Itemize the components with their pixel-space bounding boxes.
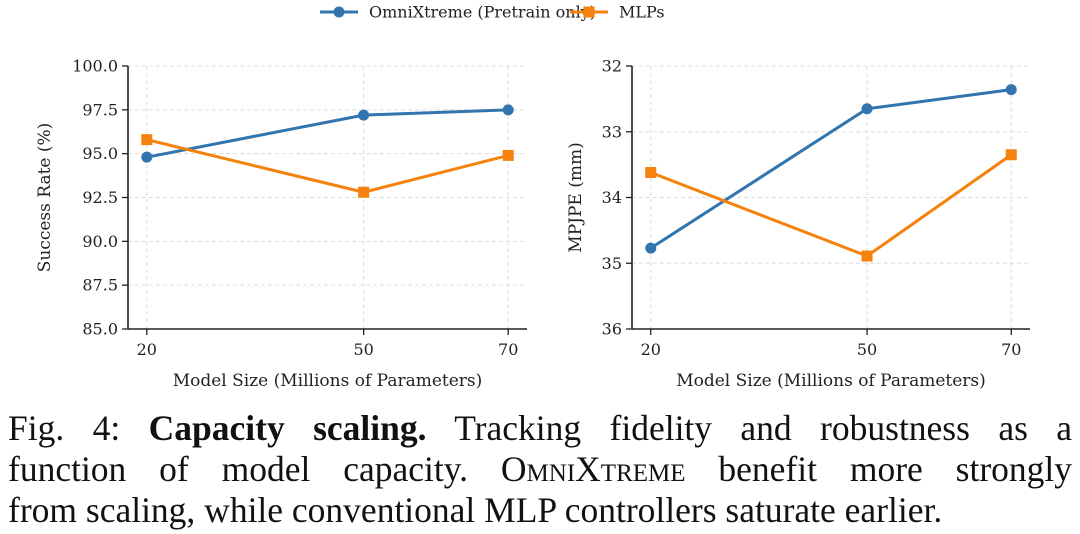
legend-marker-circle bbox=[333, 6, 345, 18]
caption-line-2: function of model capacity. OmniXtreme b… bbox=[8, 449, 1072, 490]
series-line bbox=[650, 153, 1013, 258]
y-axis-label: MPJPE (mm) bbox=[566, 142, 586, 252]
x-tick-label: 20 bbox=[641, 340, 661, 359]
caption-method-name: OmniXtreme bbox=[500, 449, 686, 489]
y-axis-label: Success Rate (%) bbox=[35, 123, 55, 273]
series-line bbox=[146, 108, 509, 159]
y-tick-label: 100.0 bbox=[72, 57, 118, 76]
data-point bbox=[1005, 149, 1017, 161]
data-point bbox=[358, 186, 370, 198]
y-tick-label: 95.0 bbox=[82, 144, 118, 163]
figure: OmniXtreme (Pretrain only) MLPs 85.0 87.5 90… bbox=[35, 3, 1030, 391]
chart-panel-1: 85.0 87.5 90.0 92.5 95.0 97.5 100.0 20 50 70 Model… bbox=[35, 57, 527, 391]
y-tick-label: 35 bbox=[602, 254, 622, 273]
y-tick-label: 87.5 bbox=[82, 276, 118, 295]
legend: OmniXtreme (Pretrain only) MLPs bbox=[320, 3, 665, 22]
caption-line-1: Fig. 4: Capacity scaling. Tracking fidel… bbox=[8, 408, 1072, 449]
y-tick-label: 33 bbox=[602, 122, 622, 141]
data-point bbox=[1005, 84, 1017, 96]
data-point bbox=[141, 134, 153, 146]
data-point bbox=[861, 103, 873, 115]
x-axis-label: Model Size (Millions of Parameters) bbox=[676, 371, 986, 391]
x-tick-label: 50 bbox=[857, 340, 877, 359]
caption-text: benefit more strongly bbox=[718, 449, 1073, 489]
legend-marker-square bbox=[583, 6, 595, 18]
figure-caption: Fig. 4: Capacity scaling. Tracking fidel… bbox=[8, 408, 1072, 531]
y-tick-label: 32 bbox=[602, 57, 622, 76]
series-line bbox=[649, 88, 1012, 250]
x-axis-label: Model Size (Millions of Parameters) bbox=[173, 371, 483, 391]
y-tick-label: 85.0 bbox=[82, 320, 118, 339]
caption-text: function of model capacity. bbox=[8, 449, 469, 489]
legend-label: OmniXtreme (Pretrain only) bbox=[369, 3, 596, 22]
caption-bold-title: Capacity scaling. bbox=[148, 408, 427, 448]
x-tick-label: 50 bbox=[353, 340, 373, 359]
data-point bbox=[861, 250, 873, 262]
data-point bbox=[502, 149, 514, 161]
chart-panel-2: 32 33 34 35 36 20 50 70 Model Size (Millions of … bbox=[566, 57, 1030, 391]
data-point bbox=[141, 151, 153, 163]
x-tick-label: 70 bbox=[498, 340, 518, 359]
caption-fig-label: Fig. 4: bbox=[8, 408, 121, 448]
y-tick-label: 97.5 bbox=[82, 100, 118, 119]
x-tick-label: 20 bbox=[137, 340, 157, 359]
y-tick-label: 36 bbox=[602, 320, 622, 339]
legend-label: MLPs bbox=[619, 3, 665, 22]
y-tick-label: 90.0 bbox=[82, 232, 118, 251]
y-tick-label: 92.5 bbox=[82, 188, 118, 207]
data-point bbox=[645, 242, 657, 254]
data-point bbox=[502, 104, 514, 116]
caption-text: Tracking fidelity and robustness as a bbox=[454, 408, 1073, 448]
y-tick-label: 34 bbox=[602, 188, 622, 207]
caption-line-3: from scaling, while conventional MLP con… bbox=[8, 490, 1072, 531]
x-tick-label: 70 bbox=[1001, 340, 1021, 359]
caption-text: from scaling, while conventional MLP con… bbox=[8, 490, 943, 530]
data-point bbox=[358, 109, 370, 121]
data-point bbox=[645, 167, 657, 179]
